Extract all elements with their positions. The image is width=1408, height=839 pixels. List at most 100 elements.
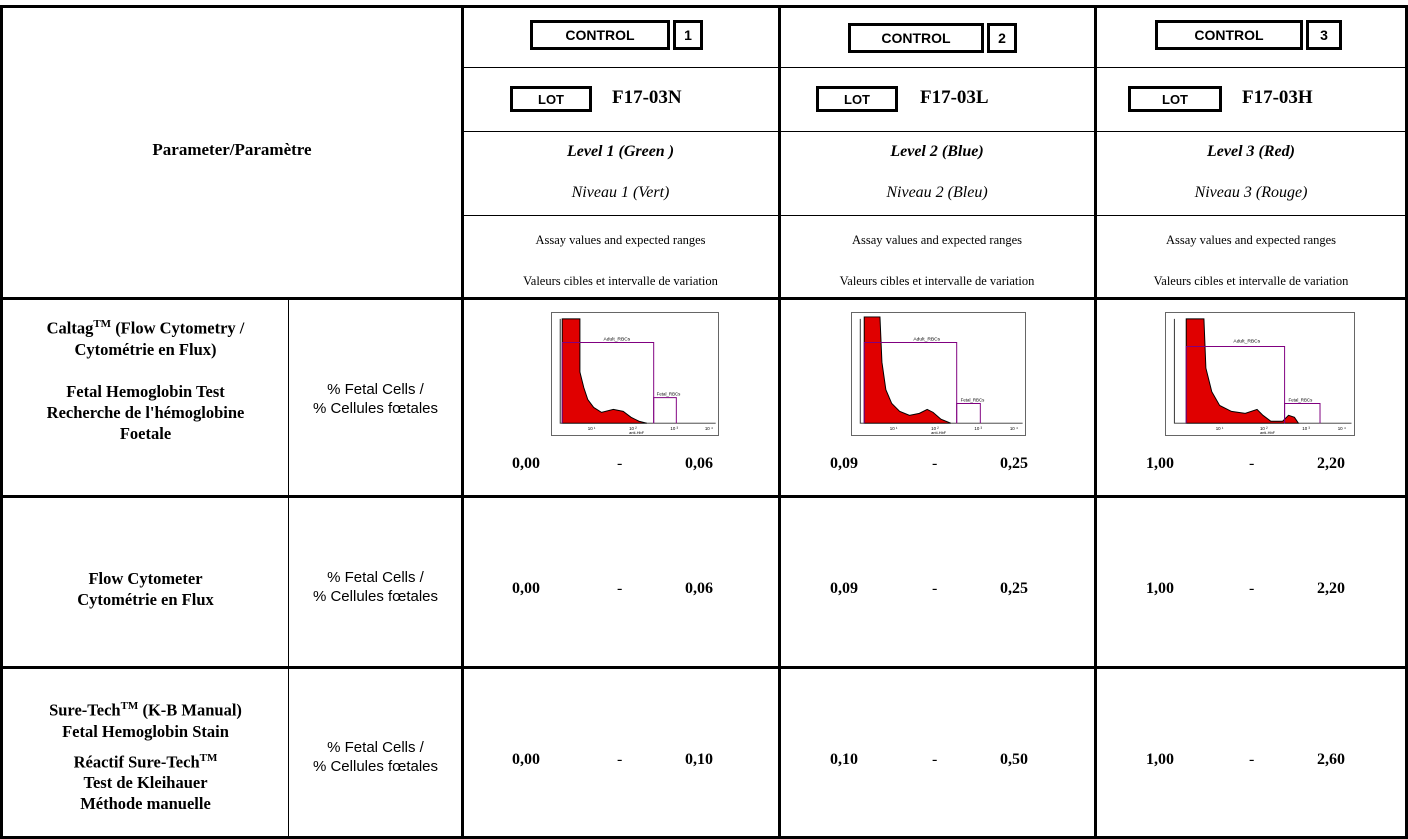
level-en-2: Level 2 (Blue) <box>890 143 984 160</box>
assay-fr-2: Valeurs cibles et intervalle de variatio… <box>839 274 1035 288</box>
table-top-border <box>0 5 1408 8</box>
row2-parameter-name: Flow Cytometer Cytométrie en Flux <box>77 569 214 609</box>
histogram-plot-1: Adult_RBCs Fetal_RBCs 10 ¹ 10 ² 10 ³ 10 … <box>551 312 719 436</box>
histogram-3-xtick-4: 10 ⁴ <box>1338 426 1346 431</box>
lot-badge-2: LOT <box>816 86 898 112</box>
row3-col1-low: 0,00 <box>512 751 540 768</box>
histogram-2-fetal-label: Fetal_RBCs <box>961 398 986 403</box>
control-badge-1: CONTROL <box>530 20 670 50</box>
histogram-2-xlabel: anti-HbF <box>931 430 947 435</box>
table-left-border <box>0 5 3 839</box>
row2-bottom-border <box>0 666 1408 669</box>
header-bottom-border <box>0 297 1408 300</box>
row2-col2-high: 0,25 <box>1000 580 1028 597</box>
histogram-1-ticks <box>559 318 716 424</box>
control-badge-3: CONTROL <box>1155 20 1303 50</box>
control-badge-2: CONTROL <box>848 23 984 53</box>
row2-unit: % Fetal Cells /% Cellules fœtales <box>312 569 439 605</box>
assay-en-2: Assay values and expected ranges <box>851 233 1023 247</box>
row3-col1-sep: - <box>617 751 623 768</box>
histogram-2-xtick-2: 10 ² <box>931 426 939 431</box>
histogram-3-xtick-2: 10 ² <box>1260 426 1268 431</box>
row3-parameter-name: Sure-TechTM (K-B Manual) Fetal Hemoglobi… <box>49 700 242 813</box>
row3-col2-high: 0,50 <box>1000 751 1028 768</box>
histogram-1-fill <box>561 318 647 424</box>
row1-col2-high: 0,25 <box>1000 455 1028 472</box>
row1-col1-low: 0,00 <box>512 455 540 472</box>
row2-col1-low: 0,00 <box>512 580 540 597</box>
row3-col3-sep: - <box>1249 751 1255 768</box>
row1-unit: % Fetal Cells /% Cellules fœtales <box>312 381 439 417</box>
level-fr-3: Niveau 3 (Rouge) <box>1194 184 1308 201</box>
lot-number-3: F17-03H <box>1242 87 1313 108</box>
histogram-3-xtick-3: 10 ³ <box>1302 426 1310 431</box>
table-right-border <box>1405 5 1408 839</box>
row1-col2-sep: - <box>932 455 938 472</box>
level-fr-2: Niveau 2 (Bleu) <box>886 184 988 201</box>
row2-col1-high: 0,06 <box>685 580 713 597</box>
histogram-1-xtick-4: 10 ⁴ <box>705 426 713 431</box>
header-divider-lot <box>463 131 1406 132</box>
param-unit-divider <box>288 298 289 838</box>
histogram-1-xtick-1: 10 ¹ <box>588 426 596 431</box>
row2-col2-sep: - <box>932 580 938 597</box>
histogram-2-xtick-3: 10 ³ <box>974 426 982 431</box>
lot-badge-3: LOT <box>1128 86 1222 112</box>
histogram-1-fetal-label: Fetal_RBCs <box>657 392 682 397</box>
row1-col3-high: 2,20 <box>1317 455 1345 472</box>
histogram-2-xtick-1: 10 ¹ <box>890 426 898 431</box>
level-fr-1: Niveau 1 (Vert) <box>571 184 670 201</box>
histogram-2-xtick-4: 10 ⁴ <box>1010 426 1018 431</box>
histogram-3-fetal-gate <box>1284 403 1321 424</box>
control-number-2: 2 <box>987 23 1017 53</box>
row2-col2-low: 0,09 <box>830 580 858 597</box>
assay-en-3: Assay values and expected ranges <box>1165 233 1337 247</box>
row3-col1-high: 0,10 <box>685 751 713 768</box>
control-number-1: 1 <box>673 20 703 50</box>
row1-col3-sep: - <box>1249 455 1255 472</box>
col-divider-2 <box>778 5 781 839</box>
lot-number-2: F17-03L <box>920 87 989 108</box>
lot-number-1: F17-03N <box>612 87 682 108</box>
histogram-2-ticks <box>859 318 1023 424</box>
header-divider-level <box>463 215 1406 216</box>
col-divider-1 <box>461 5 464 839</box>
histogram-1-xtick-3: 10 ³ <box>670 426 678 431</box>
assay-fr-3: Valeurs cibles et intervalle de variatio… <box>1153 274 1349 288</box>
histogram-1-fetal-gate <box>653 397 677 424</box>
histogram-3-xlabel: anti-HbF <box>1260 430 1276 435</box>
row1-col2-low: 0,09 <box>830 455 858 472</box>
row1-col3-low: 1,00 <box>1146 455 1174 472</box>
histogram-2-adult-gate <box>863 342 958 424</box>
row2-col3-high: 2,20 <box>1317 580 1345 597</box>
lot-badge-1: LOT <box>510 86 592 112</box>
histogram-2-fill <box>863 316 951 424</box>
histogram-3-fetal-label: Fetal_RBCs <box>1289 398 1314 403</box>
histogram-1-xtick-2: 10 ² <box>629 426 637 431</box>
control-number-3: 3 <box>1306 20 1342 50</box>
row1-col1-sep: - <box>617 455 623 472</box>
table-bottom-border <box>0 836 1408 839</box>
row2-col3-sep: - <box>1249 580 1255 597</box>
row3-col3-low: 1,00 <box>1146 751 1174 768</box>
row3-col3-high: 2,60 <box>1317 751 1345 768</box>
histogram-3-adult-gate <box>1185 345 1286 424</box>
row2-col3-low: 1,00 <box>1146 580 1174 597</box>
row3-col2-low: 0,10 <box>830 751 858 768</box>
histogram-plot-2: Adult_RBCs Fetal_RBCs 10 ¹ 10 ² 10 ³ 10 … <box>851 312 1026 436</box>
histogram-3-xtick-1: 10 ¹ <box>1216 426 1224 431</box>
row1-parameter-name: CaltagTM (Flow Cytometry / Cytométrie en… <box>46 318 245 443</box>
histogram-3-fill <box>1185 318 1300 424</box>
level-en-1: Level 1 (Green ) <box>566 143 675 160</box>
row1-bottom-border <box>0 495 1408 498</box>
row3-unit: % Fetal Cells /% Cellules fœtales <box>312 739 439 775</box>
row3-col2-sep: - <box>932 751 938 768</box>
row2-col1-sep: - <box>617 580 623 597</box>
col-divider-3 <box>1094 5 1097 839</box>
histogram-2-adult-label: Adult_RBCs <box>913 337 940 343</box>
parameter-header: Parameter/Paramètre <box>152 140 312 159</box>
level-en-3: Level 3 (Red) <box>1207 143 1295 160</box>
header-divider-control <box>463 67 1406 68</box>
histogram-1-adult-label: Adult_RBCs <box>604 337 631 343</box>
histogram-3-adult-label: Adult_RBCs <box>1233 339 1260 345</box>
